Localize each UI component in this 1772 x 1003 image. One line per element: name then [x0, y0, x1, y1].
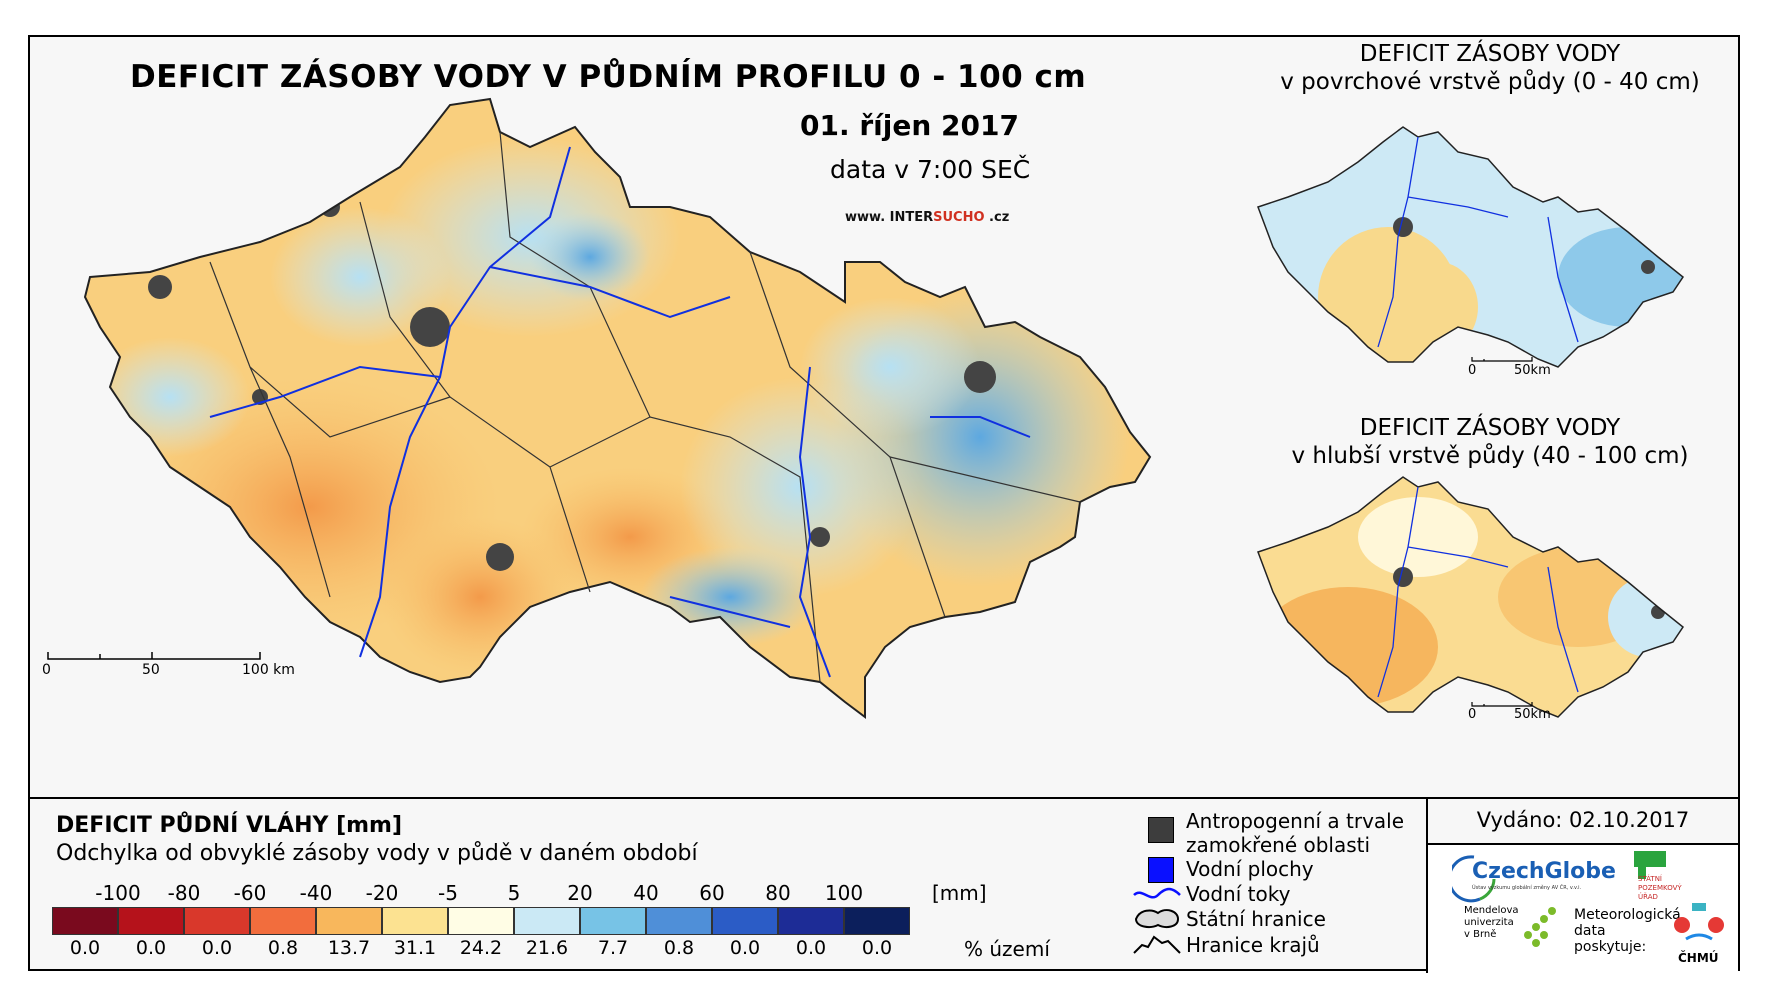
main-map-area [47, 97, 1152, 719]
main-map-date: 01. říjen 2017 [800, 109, 1019, 142]
state-border-icon [1134, 909, 1180, 928]
legend-percent-value: 31.1 [393, 937, 437, 959]
legend-tick-label: -80 [167, 881, 201, 905]
legend-color-box [514, 907, 580, 935]
map-frame: 0 50 100 km DEFICIT ZÁSOBY VODY V PŮDNÍM… [28, 35, 1740, 973]
issued-box: Vydáno: 02.10.2017 [1426, 799, 1738, 845]
legend-panel: DEFICIT PŮDNÍ VLÁHY [mm] Odchylka od obv… [30, 797, 1738, 973]
spu-line-3: ÚŘAD [1638, 893, 1658, 901]
legend-percent-value: 21.6 [525, 937, 569, 959]
legend-color-box [580, 907, 646, 935]
legend-percent-value: 0.0 [861, 937, 893, 959]
legend-color-box [250, 907, 316, 935]
legend-tick-label: -5 [438, 881, 458, 905]
czechglobe-logo-text: CzechGlobe [1472, 859, 1616, 884]
spu-line-2: POZEMKOVÝ [1638, 884, 1682, 892]
legend-subtitle: Odchylka od obvyklé zásoby vody v půdě v… [56, 841, 698, 866]
spu-logo-icon [1634, 851, 1666, 867]
legend-percent-value: 24.2 [459, 937, 503, 959]
legend-percent-value: 7.7 [597, 937, 629, 959]
spu-line-1: STÁTNÍ [1638, 875, 1662, 883]
legend-percent-value: 0.8 [663, 937, 695, 959]
main-scale-label-50: 50 [142, 662, 160, 678]
inset-bottom-scale-label-50: 50km [1514, 707, 1551, 722]
website-prefix: www. INTER [845, 210, 934, 225]
symbol-anthropogenic-label2: zamokřené oblasti [1186, 833, 1371, 857]
inset-bottom-title-line1: DEFICIT ZÁSOBY VODY [1359, 415, 1621, 441]
czechglobe-logo-subtext: Ústav výzkumu globální změny AV ČR, v.v.… [1472, 885, 1582, 891]
symbol-anthropogenic-label: Antropogenní a trvale [1186, 809, 1405, 833]
mendelu-logo-icon [1524, 907, 1556, 947]
legend-color-box [118, 907, 184, 935]
mendelu-line-2: univerzita [1464, 917, 1514, 928]
issued-date: Vydáno: 02.10.2017 [1476, 808, 1690, 832]
meteo-data-text: Meteorologická data poskytuje: [1574, 907, 1681, 955]
legend-tick-label: -100 [95, 881, 141, 905]
main-scale-label-0: 0 [42, 662, 51, 678]
meteo-line-2: data [1574, 923, 1606, 939]
legend-color-box [646, 907, 712, 935]
symbol-state-border-label: Státní hranice [1186, 907, 1326, 931]
czechglobe-logo-icon [1452, 855, 1496, 903]
website-brand: SUCHO [933, 210, 985, 225]
legend-percent-unit: % území [964, 937, 1050, 961]
inset-top-map [1257, 126, 1685, 368]
legend-title: DEFICIT PŮDNÍ VLÁHY [mm] [56, 813, 403, 838]
region-border-icon [1133, 935, 1181, 954]
legend-percent-value: 0.0 [795, 937, 827, 959]
legend-color-box [316, 907, 382, 935]
mendelu-line-1: Mendelova [1464, 905, 1519, 916]
inset-top-scale-label-0: 0 [1468, 363, 1477, 378]
meteo-line-3: poskytuje: [1574, 939, 1647, 955]
main-scale-label-100: 100 km [242, 662, 295, 678]
website-link[interactable]: www. INTERSUCHO .cz [845, 210, 1009, 225]
legend-tick-label: -20 [365, 881, 399, 905]
spu-logo-icon-stem [1638, 867, 1646, 879]
legend-color-box [844, 907, 910, 935]
spu-logo-text: STÁTNÍ POZEMKOVÝ ÚŘAD [1638, 875, 1682, 902]
legend-percent-value: 0.0 [201, 937, 233, 959]
legend-percent-value: 0.0 [135, 937, 167, 959]
legend-percent-value: 0.0 [729, 937, 761, 959]
mendelu-line-3: v Brně [1464, 929, 1497, 940]
symbol-region-border-label: Hranice krajů [1186, 933, 1320, 957]
legend-color-box [382, 907, 448, 935]
chmu-logo-text: ČHMÚ [1678, 951, 1719, 965]
inset-top-scale-label-50: 50km [1514, 363, 1551, 378]
legend-tick-label: 60 [699, 881, 725, 905]
legend-unit: [mm] [932, 881, 987, 905]
legend-color-box [778, 907, 844, 935]
chmu-logo-icon [1674, 903, 1724, 941]
inset-bottom-map [1257, 476, 1685, 718]
inset-bottom-title-line2: v hlubší vrstvě půdy (40 - 100 cm) [1291, 443, 1689, 469]
legend-percent-value: 0.0 [69, 937, 101, 959]
legend-percent-value: 0.8 [267, 937, 299, 959]
legend-tick-label: 40 [633, 881, 659, 905]
mendelu-logo-text: Mendelova univerzita v Brně [1464, 905, 1519, 941]
legend-tick-label: 100 [824, 881, 864, 905]
main-map-time: data v 7:00 SEČ [830, 155, 1031, 184]
legend-tick-label: 20 [567, 881, 593, 905]
legend-color-box [184, 907, 250, 935]
legend-tick-label: -40 [299, 881, 333, 905]
inset-bottom-scale-label-0: 0 [1468, 707, 1477, 722]
main-map-title: DEFICIT ZÁSOBY VODY V PŮDNÍM PROFILU 0 -… [130, 59, 1087, 95]
symbol-water-bodies-label: Vodní plochy [1186, 857, 1314, 881]
meteo-line-1: Meteorologická [1574, 907, 1681, 923]
legend-tick-label: 5 [507, 881, 521, 905]
legend-color-box [448, 907, 514, 935]
dark-square-icon [1148, 817, 1174, 843]
legend-tick-label: -60 [233, 881, 267, 905]
symbol-rivers-label: Vodní toky [1186, 882, 1291, 906]
river-line-icon [1133, 887, 1181, 899]
legend-tick-label: 80 [765, 881, 791, 905]
website-suffix: .cz [984, 210, 1010, 225]
legend-color-box [52, 907, 118, 935]
logos-box: CzechGlobe Ústav výzkumu globální změny … [1426, 845, 1738, 973]
inset-top-title-line1: DEFICIT ZÁSOBY VODY [1359, 41, 1621, 67]
legend-color-box [712, 907, 778, 935]
blue-square-icon [1148, 857, 1174, 883]
legend-percent-value: 13.7 [327, 937, 371, 959]
inset-top-title-line2: v povrchové vrstvě půdy (0 - 40 cm) [1280, 69, 1700, 95]
